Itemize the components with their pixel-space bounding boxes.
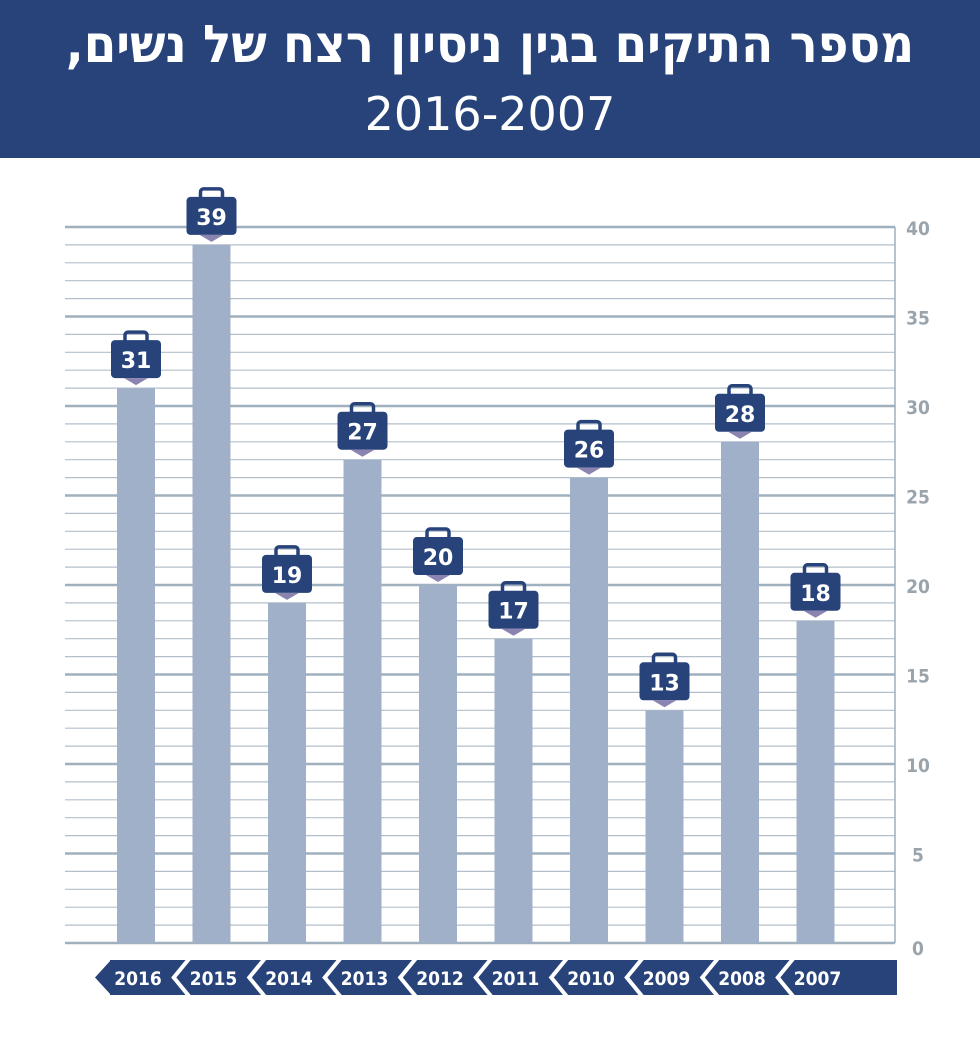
ribbon-separator-chevron xyxy=(322,956,343,999)
y-tick-label: 5 xyxy=(912,845,924,867)
data-label: 26 xyxy=(574,439,605,464)
briefcase-icon xyxy=(262,554,312,593)
x-tick-label: 2007 xyxy=(794,968,842,990)
bar xyxy=(494,638,533,943)
data-label: 20 xyxy=(423,546,454,571)
y-tick-label: 0 xyxy=(912,938,924,960)
bar xyxy=(721,441,759,943)
badge-pointer xyxy=(577,467,601,475)
y-tick-label: 20 xyxy=(906,576,930,598)
header-banner: מספר התיקים בגין ניסיון רצח של נשים, 201… xyxy=(0,0,980,158)
bar xyxy=(192,244,231,943)
x-tick-label: 2013 xyxy=(341,968,389,990)
ribbon-separator-chevron xyxy=(171,956,192,999)
bar xyxy=(268,602,306,943)
ribbon-separator-chevron xyxy=(624,956,645,999)
badge-pointer xyxy=(803,610,828,618)
x-tick-label: 2015 xyxy=(190,968,238,990)
badge-pointer xyxy=(652,700,677,708)
data-label: 31 xyxy=(121,349,152,374)
x-axis-ribbon-arrow xyxy=(95,960,111,995)
briefcase-icon xyxy=(413,537,463,575)
bar xyxy=(570,477,608,943)
x-tick-label: 2016 xyxy=(114,968,162,990)
briefcase-icon xyxy=(715,393,765,432)
y-tick-label: 10 xyxy=(906,755,930,777)
briefcase-icon xyxy=(186,196,237,235)
data-label: 39 xyxy=(196,206,227,231)
chart-subtitle: 2016-2007 xyxy=(364,87,616,141)
data-label: 27 xyxy=(347,421,378,446)
x-tick-label: 2012 xyxy=(416,968,464,990)
briefcase-icon xyxy=(564,429,614,468)
briefcase-icon xyxy=(337,411,388,450)
x-tick-label: 2009 xyxy=(643,968,691,990)
ribbon-separator-chevron xyxy=(699,956,720,999)
data-label: 13 xyxy=(649,671,680,696)
x-tick-label: 2011 xyxy=(492,968,540,990)
badge-pointer xyxy=(275,592,299,600)
bar xyxy=(796,620,835,943)
badge-pointer xyxy=(124,378,148,386)
ribbon-separator-chevron xyxy=(397,956,418,999)
data-label: 18 xyxy=(800,582,831,607)
data-label: 28 xyxy=(725,403,756,428)
badge-pointer xyxy=(728,431,752,439)
ribbon-separator-chevron xyxy=(473,956,494,999)
briefcase-icon xyxy=(790,572,841,611)
data-label: 19 xyxy=(272,564,303,589)
chart-title: מספר התיקים בגין ניסיון רצח של נשים, xyxy=(65,15,915,75)
badge-pointer xyxy=(350,449,375,457)
y-tick-label: 25 xyxy=(906,487,930,509)
y-tick-label: 35 xyxy=(906,308,930,330)
briefcase-icon xyxy=(111,340,161,379)
bar xyxy=(645,710,684,943)
x-tick-label: 2014 xyxy=(265,968,313,990)
bar xyxy=(419,585,457,943)
badge-pointer xyxy=(426,575,450,582)
y-tick-label: 40 xyxy=(906,218,930,240)
ribbon-separator-chevron xyxy=(246,956,267,999)
ribbon-separator-chevron xyxy=(548,956,569,999)
x-tick-label: 2008 xyxy=(718,968,766,990)
y-tick-label: 30 xyxy=(906,397,930,419)
x-tick-label: 2010 xyxy=(567,968,615,990)
x-axis-ribbon xyxy=(110,960,897,995)
briefcase-icon xyxy=(639,662,690,701)
bar xyxy=(343,459,382,943)
data-label: 17 xyxy=(498,600,529,625)
bar-chart: 0510152025303540312016392015192014272013… xyxy=(65,187,930,999)
badge-pointer xyxy=(199,234,224,242)
bar xyxy=(117,388,155,944)
badge-pointer xyxy=(501,628,526,636)
briefcase-icon xyxy=(488,590,539,629)
ribbon-separator-chevron xyxy=(775,956,796,999)
y-tick-label: 15 xyxy=(906,666,930,688)
